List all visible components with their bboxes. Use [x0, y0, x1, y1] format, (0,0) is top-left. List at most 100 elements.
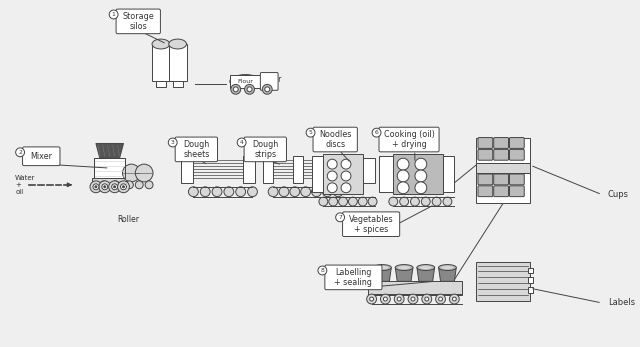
Circle shape [237, 138, 246, 147]
Circle shape [443, 197, 452, 206]
Circle shape [438, 297, 442, 301]
Text: Mixer: Mixer [30, 152, 52, 161]
Circle shape [122, 164, 140, 182]
Circle shape [397, 182, 409, 194]
Circle shape [135, 164, 153, 182]
Circle shape [118, 181, 129, 193]
Text: Storage
silos: Storage silos [122, 12, 154, 31]
Circle shape [358, 197, 367, 206]
Circle shape [436, 294, 445, 304]
Polygon shape [263, 156, 273, 183]
Text: 3: 3 [171, 140, 175, 145]
Polygon shape [96, 143, 124, 158]
Bar [156, 82, 166, 87]
Circle shape [104, 186, 106, 188]
Circle shape [397, 158, 409, 170]
FancyBboxPatch shape [509, 174, 524, 185]
Bar [169, 44, 186, 82]
Circle shape [335, 213, 344, 222]
Circle shape [145, 181, 153, 189]
Circle shape [90, 181, 102, 193]
Bar [528, 277, 533, 283]
Text: Dough
strips: Dough strips [252, 140, 278, 159]
Circle shape [265, 87, 269, 92]
Circle shape [268, 187, 278, 197]
Ellipse shape [376, 266, 388, 269]
FancyBboxPatch shape [325, 265, 382, 290]
Circle shape [120, 184, 127, 190]
Circle shape [449, 294, 460, 304]
Circle shape [425, 297, 429, 301]
Circle shape [114, 186, 116, 188]
Bar [380, 156, 394, 192]
Text: Labelling
+ sealing: Labelling + sealing [335, 268, 372, 287]
FancyBboxPatch shape [22, 147, 60, 166]
Bar [528, 268, 533, 273]
FancyBboxPatch shape [493, 149, 509, 160]
Circle shape [368, 197, 377, 206]
Text: Labels: Labels [608, 298, 635, 307]
Ellipse shape [420, 266, 432, 269]
Circle shape [200, 187, 210, 197]
Ellipse shape [230, 75, 261, 88]
Polygon shape [243, 156, 255, 183]
FancyBboxPatch shape [509, 186, 524, 197]
Polygon shape [180, 156, 193, 183]
Ellipse shape [396, 264, 413, 271]
Text: Dough
sheets: Dough sheets [183, 140, 209, 159]
Text: Roller: Roller [118, 215, 140, 224]
Ellipse shape [374, 264, 391, 271]
Circle shape [262, 84, 272, 94]
Circle shape [397, 297, 401, 301]
Circle shape [188, 187, 198, 197]
Circle shape [109, 10, 118, 19]
Circle shape [367, 294, 376, 304]
Circle shape [290, 187, 300, 197]
Circle shape [333, 187, 343, 197]
FancyBboxPatch shape [493, 186, 509, 197]
FancyBboxPatch shape [116, 9, 161, 34]
FancyBboxPatch shape [313, 127, 357, 152]
Polygon shape [374, 268, 391, 281]
Ellipse shape [398, 266, 410, 269]
Circle shape [279, 187, 289, 197]
Text: Noodles
discs: Noodles discs [319, 130, 351, 149]
Circle shape [99, 181, 111, 193]
FancyBboxPatch shape [244, 137, 287, 162]
Circle shape [341, 171, 351, 181]
Ellipse shape [442, 266, 453, 269]
Text: Cooking (oil)
+ drying: Cooking (oil) + drying [383, 130, 435, 149]
Text: 4: 4 [240, 140, 243, 145]
FancyBboxPatch shape [342, 212, 400, 237]
FancyBboxPatch shape [493, 137, 509, 149]
Polygon shape [438, 268, 456, 281]
Polygon shape [396, 268, 413, 281]
Circle shape [301, 187, 310, 197]
Circle shape [348, 197, 357, 206]
Circle shape [329, 197, 338, 206]
Circle shape [212, 187, 222, 197]
Circle shape [122, 186, 124, 188]
Text: Flour: Flour [262, 75, 282, 84]
Circle shape [327, 183, 337, 193]
Circle shape [422, 294, 432, 304]
FancyBboxPatch shape [478, 186, 493, 197]
Circle shape [394, 294, 404, 304]
Circle shape [236, 187, 246, 197]
Circle shape [102, 184, 108, 190]
Polygon shape [417, 268, 435, 281]
Bar [94, 158, 125, 178]
Circle shape [319, 197, 328, 206]
Circle shape [168, 138, 177, 147]
Circle shape [231, 84, 241, 94]
Bar [528, 287, 533, 293]
Bar [476, 173, 530, 203]
Text: 1: 1 [112, 12, 116, 17]
Text: 6: 6 [374, 130, 378, 135]
Ellipse shape [438, 264, 456, 271]
Circle shape [415, 182, 427, 194]
Circle shape [389, 197, 397, 206]
Bar [367, 281, 462, 295]
Circle shape [100, 181, 108, 189]
FancyBboxPatch shape [478, 137, 493, 149]
